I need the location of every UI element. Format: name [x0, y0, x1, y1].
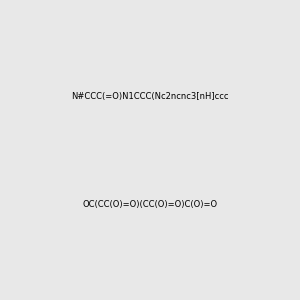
Text: N#CCC(=O)N1CCC(Nc2ncnc3[nH]ccc: N#CCC(=O)N1CCC(Nc2ncnc3[nH]ccc — [71, 92, 229, 100]
Text: OC(CC(O)=O)(CC(O)=O)C(O)=O: OC(CC(O)=O)(CC(O)=O)C(O)=O — [82, 200, 218, 208]
